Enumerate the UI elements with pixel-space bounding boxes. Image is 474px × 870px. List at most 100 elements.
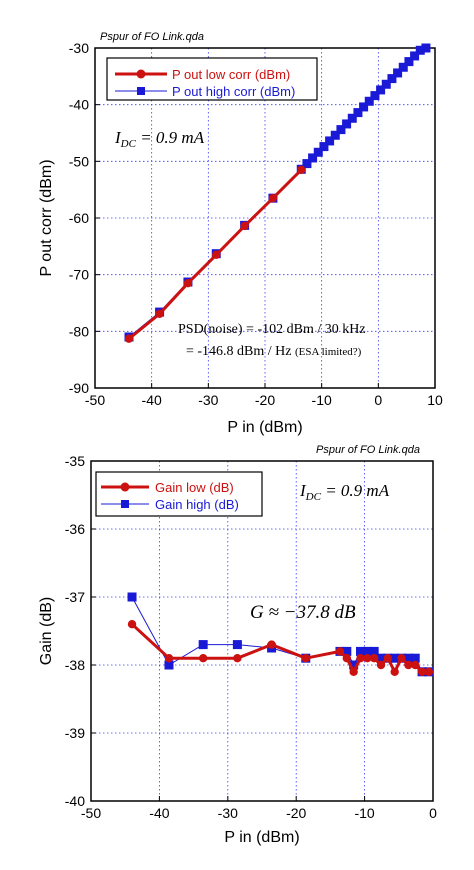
y-tick-label: -39: [65, 725, 85, 741]
data-point-low: [164, 654, 174, 663]
x-axis-label-top: P in (dBm): [227, 419, 302, 436]
legend-box-bottom: [95, 471, 263, 517]
data-point-high: [347, 113, 357, 123]
x-tick-label: -20: [286, 805, 306, 821]
data-point-high: [330, 130, 340, 140]
y-tick-label: -50: [69, 153, 89, 169]
data-point-high: [359, 102, 369, 112]
x-tick-label: -40: [149, 805, 169, 821]
x-tick-label: -40: [142, 392, 162, 408]
grid-bottom: [91, 461, 433, 801]
data-point-high: [362, 646, 372, 656]
data-point-low: [268, 193, 278, 203]
data-point-low: [342, 654, 352, 663]
idc-annotation-bottom: IDC = 0.9 mA: [299, 481, 390, 503]
data-point-high: [387, 74, 397, 84]
data-point-low: [376, 660, 386, 670]
data-point-high: [325, 136, 335, 146]
data-point-high: [393, 68, 403, 78]
chart-top: Pspur of FO Link.qda -50 -40 -30 -20 -10 0 10 -…: [38, 31, 443, 436]
y-tick-label: -35: [65, 453, 85, 469]
y-tick-label: -40: [65, 793, 85, 809]
data-point-low: [297, 165, 306, 175]
data-point-high: [376, 85, 386, 95]
legend-label-high-bottom: Gain high (dB): [155, 497, 239, 512]
file-label-top: Pspur of FO Link.qda: [100, 31, 204, 43]
x-axis-label-bottom: P in (dBm): [224, 829, 299, 846]
ticks-bottom: -50 -40 -30 -20 -10 0-40-39-38-37-36-35: [65, 453, 437, 821]
legend-bottom: Gain low (dB) Gain high (dB): [95, 471, 263, 517]
data-point-high: [336, 125, 346, 135]
y-tick-label: -40: [69, 97, 89, 113]
data-point-low: [369, 654, 379, 663]
data-point-low: [404, 660, 413, 670]
legend-label-low-bottom: Gain low (dB): [155, 480, 234, 495]
data-point-low: [417, 667, 427, 676]
data-point-low: [335, 647, 345, 656]
x-tick-label: -30: [218, 805, 238, 821]
chart-bottom: Pspur of FO Link.qda -50 -40 -30 -20 -10 0-40…: [38, 444, 437, 846]
y-tick-label: -36: [65, 521, 85, 537]
x-tick-label: -50: [85, 392, 105, 408]
data-point-low: [127, 620, 137, 629]
data-point-low: [233, 654, 242, 663]
data-point-high: [410, 653, 420, 663]
data-point-high: [364, 96, 374, 106]
data-point-high: [232, 640, 242, 650]
data-point-low: [240, 221, 249, 231]
data-point-high: [381, 79, 391, 89]
data-point-high: [342, 119, 352, 129]
data-point-high: [342, 646, 352, 656]
x-tick-label: -10: [312, 392, 332, 408]
x-tick-label: 0: [374, 392, 382, 408]
data-point-low: [424, 667, 434, 676]
data-point-high: [390, 653, 400, 663]
series-low-bottom: [127, 620, 434, 676]
ticks-top: -50 -40 -30 -20 -10 0 10 -90 -80 -70 -60 -50 -40 -30: [69, 40, 443, 408]
idc-annotation-top: IDC = 0.9 mA: [114, 128, 205, 150]
legend-top: P out low corr (dBm) P out high corr (dB…: [106, 57, 318, 101]
data-point-high: [398, 62, 408, 72]
x-tick-label: -50: [81, 805, 101, 821]
legend-marker-high-top: [137, 87, 145, 95]
gain-annotation: G ≈ −37.8 dB: [250, 602, 356, 623]
data-point-high: [404, 57, 414, 67]
y-tick-label: -90: [69, 380, 89, 396]
data-point-low: [349, 667, 358, 676]
data-point-low: [124, 334, 134, 343]
y-tick-label: -70: [69, 267, 89, 283]
data-point-high: [410, 51, 420, 61]
legend-label-high-top: P out high corr (dBm): [172, 84, 295, 99]
data-point-low: [183, 278, 193, 288]
data-point-high: [369, 646, 379, 656]
data-point-low: [383, 654, 393, 663]
y-tick-label: -37: [65, 589, 85, 605]
x-tick-label: 0: [429, 805, 437, 821]
data-point-high: [302, 159, 312, 169]
data-point-high: [353, 108, 363, 118]
data-point-low: [390, 667, 399, 676]
data-point-low: [363, 654, 372, 663]
data-point-high: [403, 653, 413, 663]
data-point-high: [198, 640, 208, 650]
x-tick-label: 10: [427, 392, 443, 408]
data-point-low: [267, 640, 276, 649]
data-point-high: [319, 142, 329, 152]
data-point-high: [313, 147, 323, 157]
data-point-high: [164, 660, 174, 670]
x-tick-label: -30: [198, 392, 218, 408]
data-point-low: [411, 660, 420, 670]
series-bottom: [127, 592, 434, 677]
data-point-high: [308, 153, 318, 163]
data-point-high: [421, 43, 431, 53]
data-point-low: [397, 654, 406, 663]
data-point-low: [356, 654, 365, 663]
x-tick-label: -20: [255, 392, 275, 408]
y-tick-label: -30: [69, 40, 89, 56]
y-axis-label-bottom: Gain (dB): [38, 597, 55, 665]
data-point-low: [301, 654, 310, 663]
data-point-low: [155, 309, 164, 318]
data-point-high: [349, 660, 359, 670]
series-low-top: [124, 165, 306, 343]
